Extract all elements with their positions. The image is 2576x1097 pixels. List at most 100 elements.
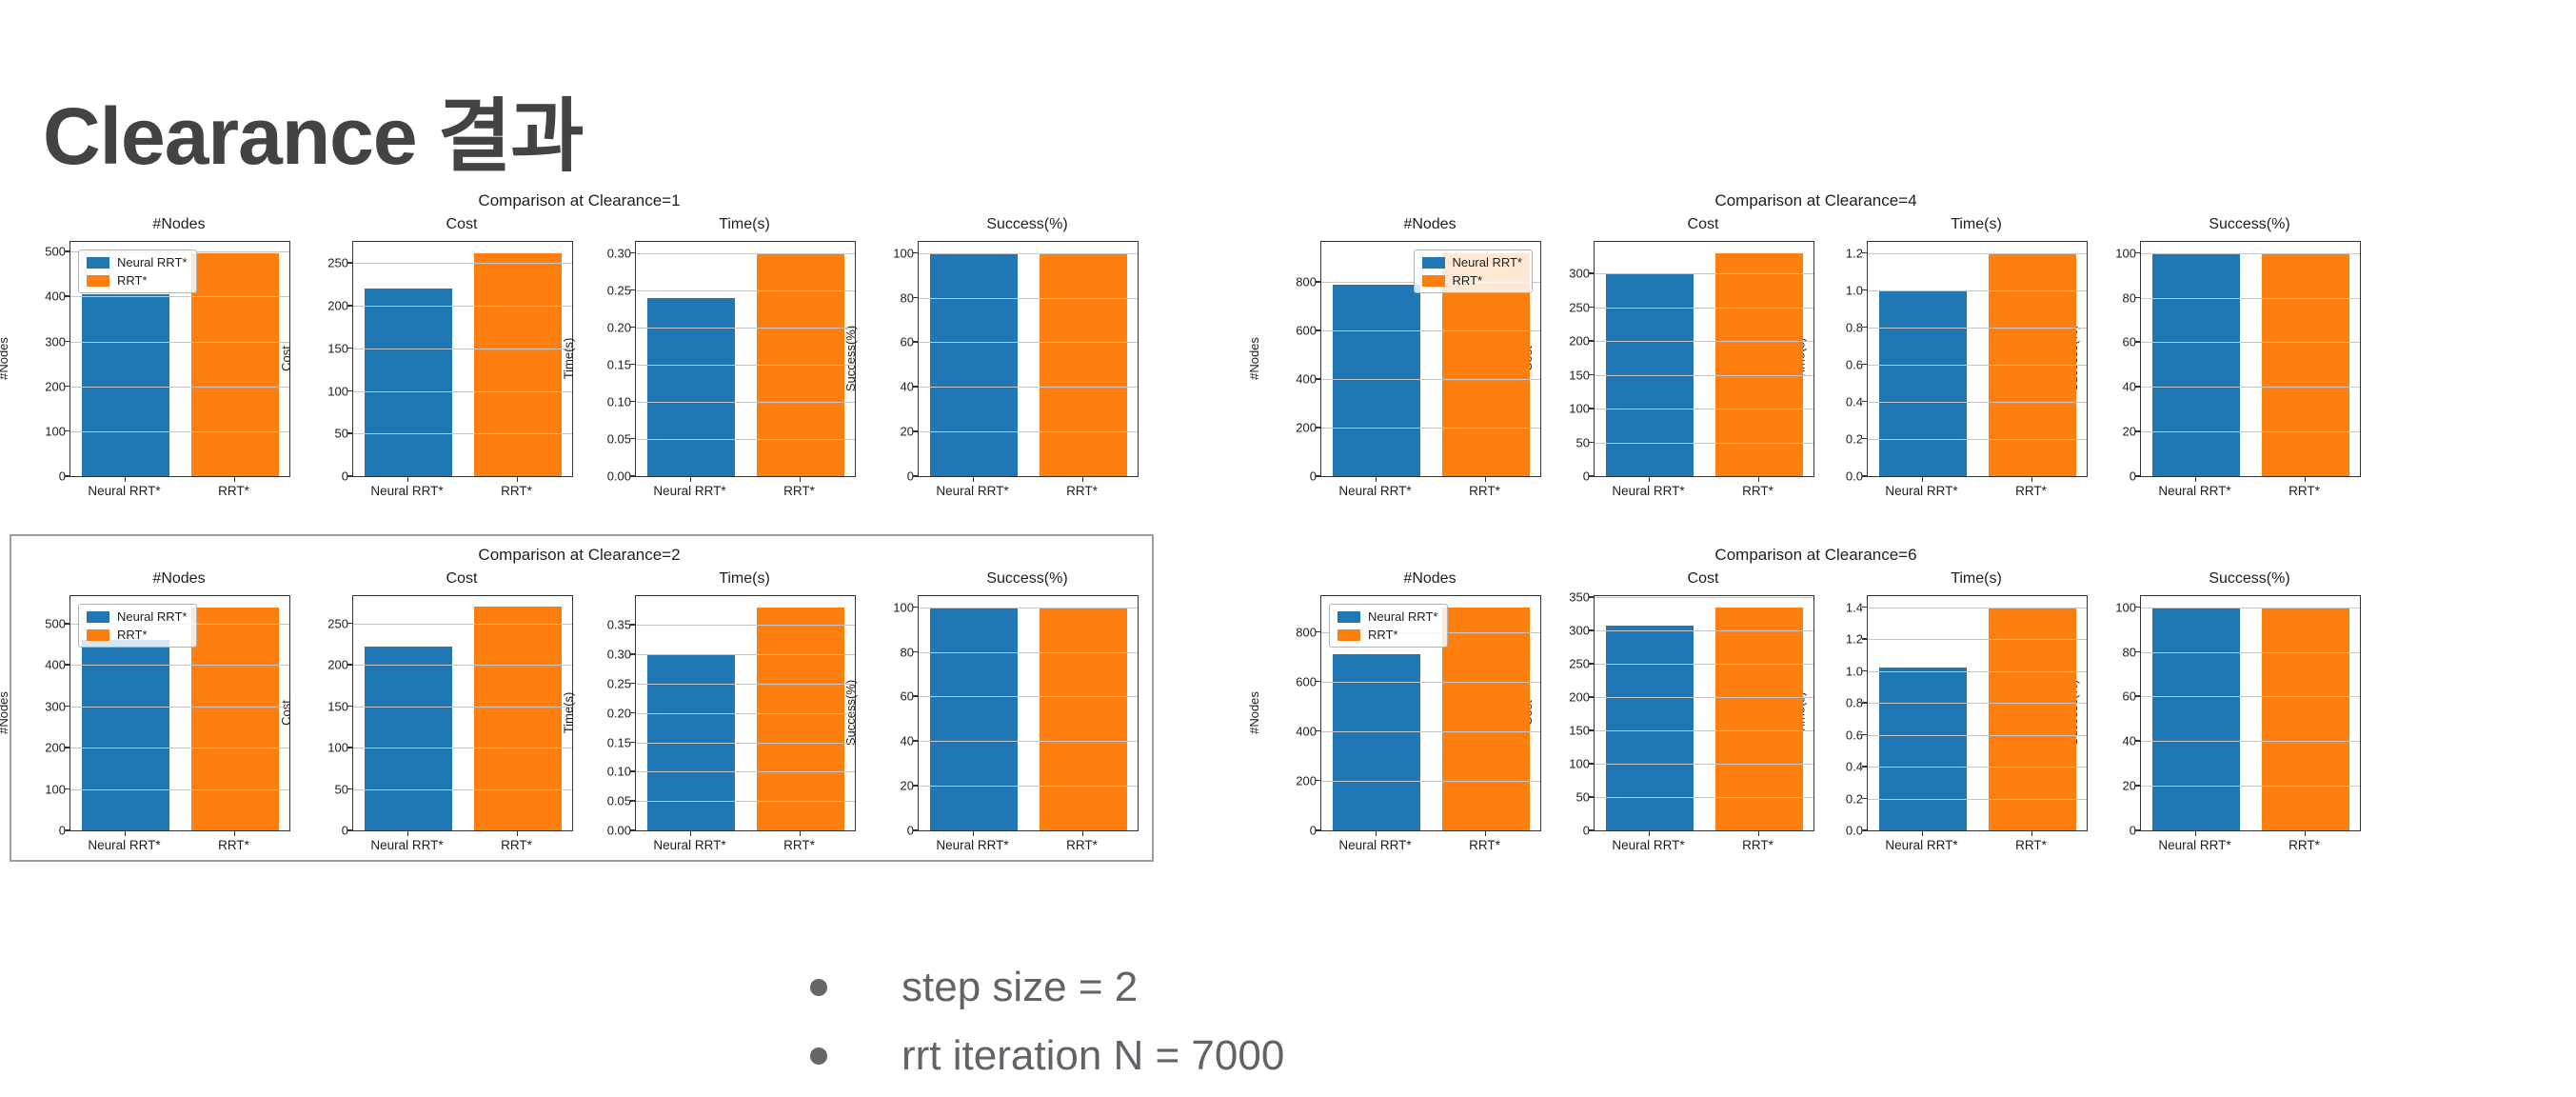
y-tick-mark (630, 437, 635, 440)
bullet-list: step size = 2 rrt iteration N = 7000 (810, 960, 1284, 1097)
y-tick-label: 0.15 (606, 735, 631, 750)
gridline (1321, 681, 1540, 683)
y-tick-label: 0.0 (1845, 823, 1863, 838)
x-tick-label: Neural RRT* (1612, 838, 1685, 852)
y-tick-mark (1589, 696, 1594, 698)
y-tick-mark (1862, 733, 1867, 736)
y-tick-mark (65, 295, 69, 297)
y-tick-label: 100 (893, 246, 914, 261)
chart-clearance2-nodes: #Nodes #Nodes Neural RRT* RRT* 0 100 200 300 400… (0, 567, 290, 856)
y-tick-mark (630, 475, 635, 477)
legend-swatch-neural-rrt (87, 610, 109, 623)
gridline (353, 706, 572, 708)
x-tick-mark (1757, 831, 1759, 836)
plot-area (2140, 595, 2361, 831)
y-tick-mark (913, 740, 918, 742)
gridline (919, 651, 1138, 653)
y-tick-mark (347, 829, 352, 831)
y-tick-mark (2135, 829, 2140, 831)
gridline (1868, 252, 2087, 254)
gridline (1321, 379, 1540, 381)
legend-label: RRT* (117, 273, 148, 288)
chart-clearance2-success: Success(%) Success(%) 0 20 40 60 80 100 Neural R… (844, 567, 1139, 856)
bar-neural-rrt (646, 297, 735, 476)
y-tick-label: 0 (1309, 469, 1317, 484)
x-tick-mark (1081, 477, 1083, 482)
y-tick-mark (1862, 606, 1867, 608)
gridline (919, 297, 1138, 299)
x-tick-label: Neural RRT* (1885, 838, 1958, 852)
x-tick-mark (516, 831, 518, 836)
y-tick-mark (913, 251, 918, 254)
y-tick-label: 20 (2122, 424, 2136, 439)
y-tick-label: 0 (1582, 469, 1590, 484)
x-tick-mark (1648, 831, 1650, 836)
y-tick-label: 100 (1569, 756, 1590, 771)
y-tick-label: 300 (45, 699, 66, 714)
x-tick-label: RRT* (783, 838, 815, 852)
x-tick-mark (233, 477, 235, 482)
gridline (1868, 767, 2087, 768)
y-tick-label: 0 (2129, 823, 2136, 838)
y-tick-mark (1589, 829, 1594, 831)
bar-rrt (2261, 252, 2349, 476)
y-tick-label: 400 (45, 289, 66, 304)
y-tick-mark (65, 788, 69, 790)
subplot-title: #Nodes (1403, 216, 1456, 232)
y-tick-label: 0.30 (606, 647, 631, 662)
y-tick-label: 60 (2122, 688, 2136, 704)
y-tick-mark (913, 695, 918, 697)
y-tick-mark (65, 385, 69, 388)
x-tick-label: Neural RRT* (653, 484, 726, 498)
gridline (1868, 639, 2087, 641)
y-tick-mark (65, 829, 69, 831)
y-tick-mark (630, 400, 635, 403)
list-item: rrt iteration N = 7000 (810, 1028, 1284, 1084)
x-tick-mark (2194, 831, 2196, 836)
gridline (70, 341, 289, 343)
legend-entry: RRT* (87, 273, 187, 288)
x-tick-mark (124, 831, 126, 836)
y-tick-label: 60 (900, 688, 914, 704)
y-tick-label: 0.35 (606, 617, 631, 632)
x-tick-mark (124, 477, 126, 482)
slide-title: Clearance 결과 (43, 91, 584, 182)
y-tick-mark (1589, 272, 1594, 274)
bar-neural-rrt (81, 640, 169, 830)
y-tick-mark (1862, 766, 1867, 768)
y-tick-mark (65, 429, 69, 432)
x-tick-mark (2031, 831, 2032, 836)
legend-swatch-neural-rrt (87, 256, 109, 269)
gridline (1595, 273, 1813, 275)
x-tick-mark (799, 831, 801, 836)
y-tick-label: 0.10 (606, 764, 631, 779)
bullet-text: rrt iteration N = 7000 (902, 1032, 1285, 1079)
x-tick-label: RRT* (1469, 484, 1500, 498)
chart-clearance1-cost: Cost Cost 0 50 100 150 200 250 Neural RRT* RRT* (279, 212, 573, 502)
x-tick-label: RRT* (1469, 838, 1500, 852)
gridline (636, 801, 855, 803)
y-tick-label: 150 (1569, 368, 1590, 383)
gridline (1868, 703, 2087, 705)
gridline (636, 771, 855, 773)
y-tick-mark (630, 653, 635, 655)
y-tick-label: 0 (58, 469, 66, 484)
gridline (353, 390, 572, 392)
chart-clearance1-success: Success(%) Success(%) 0 20 40 60 80 100 Neural R… (844, 212, 1139, 502)
gridline (1868, 289, 2087, 291)
gridline (353, 263, 572, 265)
y-tick-label: 600 (1296, 674, 1317, 689)
bar-rrt (473, 252, 562, 476)
gridline (1868, 438, 2087, 440)
bar-neural-rrt (1878, 289, 1967, 476)
y-tick-label: 1.2 (1845, 631, 1863, 647)
y-tick-label: 50 (334, 426, 348, 441)
y-tick-label: 0 (341, 469, 348, 484)
x-tick-mark (1648, 477, 1650, 482)
y-tick-mark (2135, 251, 2140, 254)
y-tick-mark (1316, 829, 1320, 831)
bar-neural-rrt (1605, 626, 1694, 830)
x-tick-label: Neural RRT* (936, 484, 1009, 498)
